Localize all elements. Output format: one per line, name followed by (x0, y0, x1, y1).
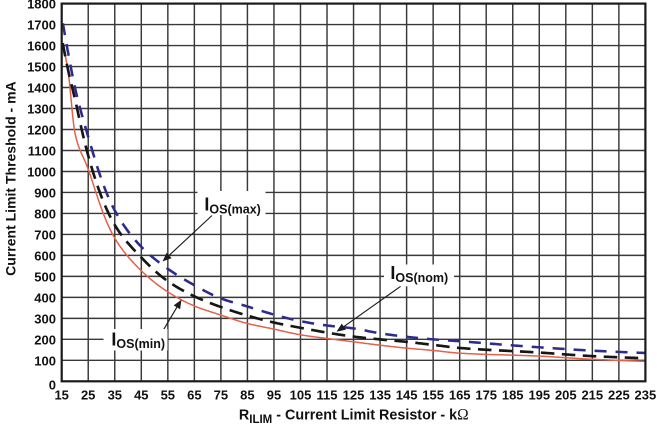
svg-text:0: 0 (49, 378, 56, 393)
svg-text:155: 155 (422, 388, 444, 403)
svg-text:85: 85 (240, 388, 254, 403)
svg-text:175: 175 (475, 388, 497, 403)
svg-text:1300: 1300 (27, 102, 56, 117)
svg-text:95: 95 (267, 388, 281, 403)
svg-text:500: 500 (34, 270, 56, 285)
svg-text:200: 200 (34, 332, 56, 347)
svg-text:35: 35 (108, 388, 122, 403)
svg-text:1700: 1700 (27, 18, 56, 33)
svg-text:25: 25 (81, 388, 95, 403)
svg-text:115: 115 (317, 388, 338, 403)
svg-text:135: 135 (369, 388, 391, 403)
svg-text:195: 195 (528, 388, 550, 403)
svg-text:15: 15 (54, 388, 68, 403)
svg-text:1600: 1600 (27, 39, 56, 54)
svg-text:105: 105 (290, 388, 312, 403)
svg-text:205: 205 (555, 388, 577, 403)
svg-text:300: 300 (34, 312, 56, 327)
svg-text:235: 235 (635, 388, 657, 403)
svg-text:1400: 1400 (27, 81, 56, 96)
svg-text:1500: 1500 (27, 60, 56, 75)
svg-text:1200: 1200 (27, 123, 56, 138)
svg-text:145: 145 (396, 388, 418, 403)
svg-text:65: 65 (187, 388, 201, 403)
svg-text:700: 700 (34, 228, 56, 243)
svg-text:185: 185 (502, 388, 524, 403)
svg-text:45: 45 (134, 388, 148, 403)
svg-text:800: 800 (34, 207, 56, 222)
svg-text:100: 100 (34, 353, 56, 368)
svg-text:1000: 1000 (27, 165, 56, 180)
svg-text:75: 75 (214, 388, 228, 403)
svg-text:215: 215 (581, 388, 603, 403)
svg-text:600: 600 (34, 249, 56, 264)
svg-text:RILIM - Current Limit Resistor: RILIM - Current Limit Resistor - kΩ (239, 407, 469, 426)
svg-text:1800: 1800 (27, 0, 56, 12)
svg-text:900: 900 (34, 186, 56, 201)
svg-text:225: 225 (608, 388, 630, 403)
svg-text:125: 125 (343, 388, 365, 403)
svg-text:165: 165 (449, 388, 471, 403)
svg-text:1100: 1100 (28, 144, 56, 159)
svg-text:400: 400 (34, 291, 56, 306)
svg-text:55: 55 (161, 388, 175, 403)
svg-text:Current Limit Threshold - mA: Current Limit Threshold - mA (3, 81, 19, 275)
